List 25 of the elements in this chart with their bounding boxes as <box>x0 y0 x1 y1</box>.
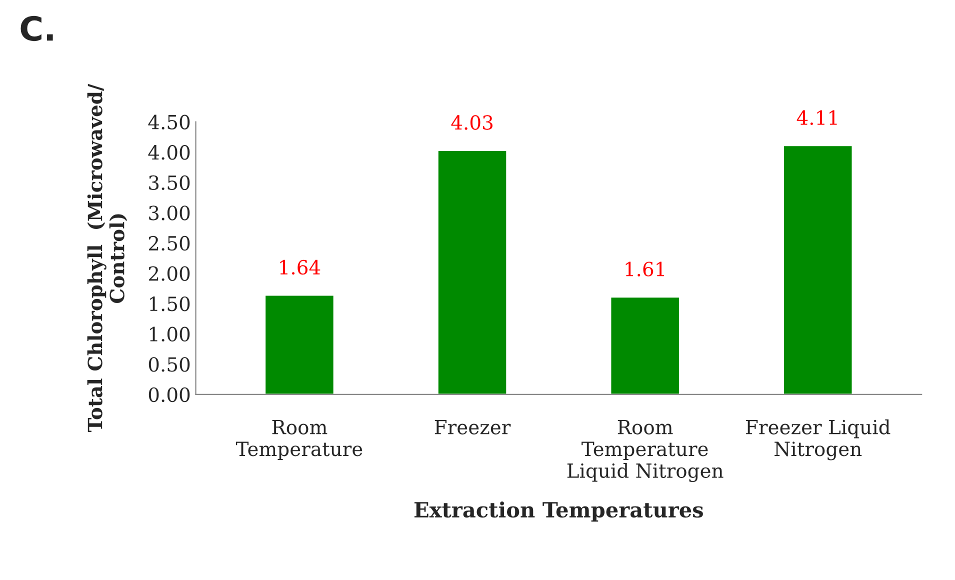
y-tick-label: 2.50 <box>148 236 190 251</box>
bar <box>264 294 335 394</box>
x-tick-label: Freezer Liquid Nitrogen <box>746 419 890 460</box>
y-tick-label: 0.50 <box>148 357 190 372</box>
y-tick-label: 1.00 <box>150 326 190 342</box>
y-tick-label: 1.50 <box>150 296 190 312</box>
y-tick-label: 3.00 <box>149 206 190 220</box>
x-tick-label: Freezer <box>434 420 511 434</box>
y-tick-label: 4.00 <box>148 145 190 160</box>
data-label: 4.11 <box>796 110 837 125</box>
bar <box>610 296 680 394</box>
x-tick-label: Room Temperature Liquid Nitrogen <box>567 420 724 482</box>
chart-title: C. <box>20 16 53 42</box>
data-label: 1.61 <box>626 262 664 276</box>
x-tick-label: Room Temperature <box>236 420 362 460</box>
y-tick-label: 0.00 <box>148 387 190 402</box>
data-label: 1.64 <box>280 260 320 275</box>
x-axis-title: Extraction Temperatures <box>414 501 703 522</box>
data-label: 4.03 <box>451 115 492 130</box>
y-tick-label: 4.50 <box>148 114 190 130</box>
y-tick-label: 2.00 <box>148 266 190 281</box>
bar <box>782 144 854 394</box>
bar <box>437 150 508 394</box>
y-tick-label: 3.50 <box>149 175 190 190</box>
y-axis-title: Total Chlorophyll (Microwaved/ Control) <box>87 84 128 432</box>
